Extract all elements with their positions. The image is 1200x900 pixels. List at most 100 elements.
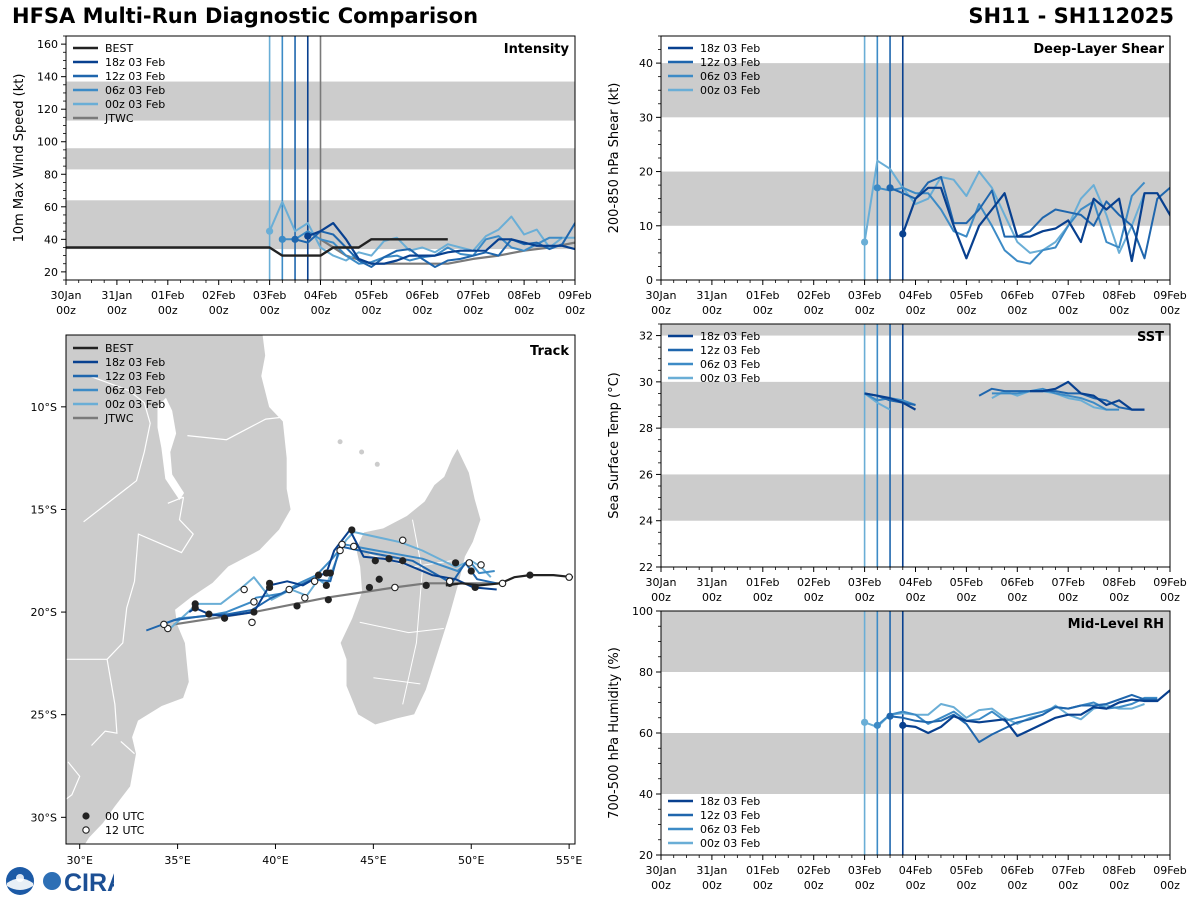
country-border	[167, 496, 184, 504]
track-dot-00utc	[375, 575, 383, 583]
shear-title: Deep-Layer Shear	[1033, 42, 1164, 57]
shear-init-marker	[873, 184, 881, 192]
shear-xtick-hour: 00z	[804, 304, 824, 317]
shear-xtick-date: 09Feb	[1153, 289, 1186, 302]
sst-xtick-date: 09Feb	[1153, 576, 1186, 589]
intensity-series-18z	[307, 222, 575, 265]
sst-ylabel: Sea Surface Temp (°C)	[607, 372, 622, 519]
track-dot-00utc	[365, 583, 374, 592]
track-legend-label: BEST	[105, 342, 133, 355]
track-dot-12utc	[336, 546, 344, 555]
track-dot-00utc	[293, 602, 301, 610]
track-xtick-label: 30°E	[66, 854, 92, 867]
shear-panel: 0 10 20 30 40 30Jan 00z 31Jan 00z 01Feb 00z 02Feb 00…	[607, 35, 1187, 317]
sst-xtick-hour: 00z	[651, 591, 671, 604]
intensity-xtick-date: 07Feb	[456, 289, 489, 302]
sst-xtick-hour: 00z	[1058, 591, 1078, 604]
track-xtick-label: 35°E	[164, 854, 190, 867]
track-ytick-label: 15°S	[31, 503, 57, 516]
track-legend-label: 12z 03 Feb	[105, 370, 165, 383]
intensity-xtick-hour: 00z	[463, 304, 483, 317]
country-border	[66, 761, 81, 800]
sst-legend-label: 00z 03 Feb	[700, 372, 760, 385]
rh-title: Mid-Level RH	[1068, 617, 1164, 632]
intensity-ytick-label: 120	[37, 103, 58, 116]
rh-ytick-label: 100	[632, 605, 653, 618]
sst-xtick-hour: 00z	[804, 591, 824, 604]
track-dot-00utc	[451, 559, 460, 567]
track-dot-00utc	[324, 596, 332, 604]
track-legend-label: 00z 03 Feb	[105, 398, 165, 411]
track-panel: 30°E 35°E 40°E 45°E 50°E 55°E 10°S 15°S 20°S 25°S…	[31, 334, 582, 867]
island	[576, 632, 581, 637]
track-xtick-label: 45°E	[360, 854, 386, 867]
intensity-xtick-hour: 00z	[209, 304, 229, 317]
intensity-xtick-date: 04Feb	[304, 289, 337, 302]
country-border	[91, 659, 118, 746]
rh-xtick-date: 08Feb	[1102, 864, 1135, 877]
shear-xtick-date: 08Feb	[1102, 289, 1135, 302]
rh-init-marker	[886, 712, 894, 720]
intensity-ytick-label: 160	[37, 38, 58, 51]
intensity-legend-label: 12z 03 Feb	[105, 70, 165, 83]
track-xtick-label: 50°E	[458, 854, 484, 867]
track-xtick-label: 40°E	[262, 854, 288, 867]
shear-legend-label: 00z 03 Feb	[700, 84, 760, 97]
intensity-ytick-label: 40	[44, 233, 58, 246]
shear-xtick-date: 31Jan	[696, 289, 727, 302]
intensity-ytick-label: 20	[44, 266, 58, 279]
rh-band	[661, 733, 1170, 794]
sst-xtick-date: 03Feb	[848, 576, 881, 589]
track-dot-12utc	[477, 561, 485, 569]
sst-plot-area	[661, 324, 1170, 567]
sst-xtick-date: 07Feb	[1051, 576, 1084, 589]
rh-plot-area	[661, 611, 1170, 855]
track-marker-legend-00utc	[82, 812, 90, 820]
track-frame	[65, 334, 576, 845]
storm-id-title: SH11 - SH112025	[968, 4, 1174, 28]
intensity-legend-label: 00z 03 Feb	[105, 98, 165, 111]
sst-xtick-date: 06Feb	[1001, 576, 1034, 589]
intensity-xtick-date: 30Jan	[51, 289, 82, 302]
rh-xtick-hour: 00z	[753, 879, 773, 892]
track-dot-00utc	[422, 581, 430, 589]
madagascar-border	[373, 677, 421, 685]
shear-xtick-date: 30Jan	[646, 289, 677, 302]
rh-xtick-hour: 00z	[651, 879, 671, 892]
intensity-xtick-hour: 00z	[514, 304, 534, 317]
rh-xtick-date: 05Feb	[950, 864, 983, 877]
intensity-xtick-date: 31Jan	[101, 289, 132, 302]
intensity-series-06z	[282, 230, 563, 265]
shear-xtick-date: 02Feb	[797, 289, 830, 302]
sst-xtick-date: 01Feb	[746, 576, 779, 589]
sst-xtick-date: 05Feb	[950, 576, 983, 589]
shear-xtick-date: 07Feb	[1051, 289, 1084, 302]
globe-icon	[43, 872, 61, 890]
shear-xtick-hour: 00z	[906, 304, 926, 317]
country-border	[120, 740, 135, 755]
island	[337, 439, 343, 445]
sst-xtick-hour: 00z	[753, 591, 773, 604]
track-xtick-label: 55°E	[556, 854, 582, 867]
track-dot-00utc	[385, 555, 393, 563]
track-marker-legend-label: 12 UTC	[105, 824, 145, 837]
intensity-legend-label: BEST	[105, 42, 133, 55]
intensity-xtick-date: 09Feb	[558, 289, 591, 302]
shear-xtick-hour: 00z	[1109, 304, 1129, 317]
sst-xtick-hour: 00z	[1160, 591, 1180, 604]
intensity-init-marker	[278, 235, 286, 243]
intensity-xtick-hour: 00z	[158, 304, 178, 317]
shear-xtick-date: 01Feb	[746, 289, 779, 302]
intensity-title: Intensity	[504, 42, 570, 57]
track-series-BEST	[445, 574, 574, 587]
madagascar-border	[402, 519, 423, 705]
rh-xtick-hour: 00z	[804, 879, 824, 892]
track-dot-00utc	[322, 581, 330, 589]
track-dot-12utc	[445, 577, 454, 586]
track-dot-00utc	[471, 583, 479, 592]
rh-legend-label: 12z 03 Feb	[700, 809, 760, 822]
sst-ytick-label: 24	[639, 515, 653, 528]
track-dot-12utc	[285, 585, 293, 594]
intensity-xtick-date: 06Feb	[406, 289, 439, 302]
track-dot-00utc	[526, 571, 534, 579]
